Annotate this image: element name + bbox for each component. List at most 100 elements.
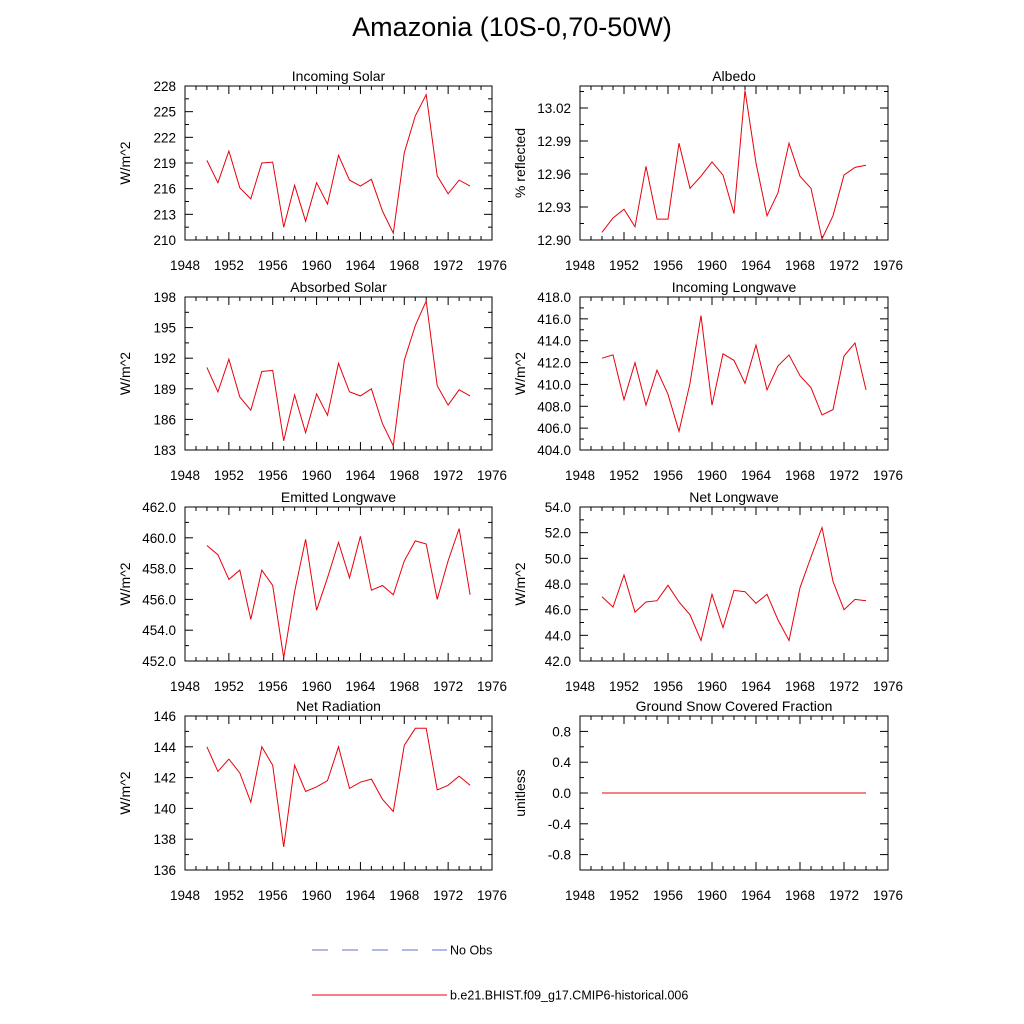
- panel-absorbed-solar: Absorbed Solar W/m^2 1948 1952 1956 1960 1964 1…: [117, 279, 507, 483]
- x-tick-label: 1960: [697, 258, 727, 273]
- x-tick-label: 1968: [389, 468, 419, 483]
- y-tick-label: 213: [153, 207, 176, 222]
- x-tick-label: 1972: [433, 679, 463, 694]
- y-tick-label: 12.93: [537, 200, 571, 215]
- x-tick-label: 1960: [302, 258, 332, 273]
- x-tick-label: 1952: [214, 258, 244, 273]
- y-tick-label: 42.0: [545, 654, 571, 669]
- x-tick-label: 1968: [785, 679, 815, 694]
- y-tick-label: 456.0: [142, 592, 176, 607]
- y-axis-label: W/m^2: [512, 352, 528, 395]
- y-tick-label: 0.4: [552, 755, 571, 770]
- main-title: Amazonia (10S-0,70-50W): [352, 12, 672, 42]
- plot-frame: [184, 85, 493, 241]
- plot-frame: [184, 506, 493, 662]
- y-tick-label: 458.0: [142, 562, 176, 577]
- series-line: [601, 315, 867, 434]
- y-tick-label: 142: [153, 771, 176, 786]
- panel-ground-snow-covered-fraction: Ground Snow Covered Fraction unitless 1948…: [512, 698, 903, 903]
- x-tick-label: 1948: [565, 679, 595, 694]
- x-tick-label: 1968: [785, 468, 815, 483]
- y-tick-label: 452.0: [142, 654, 176, 669]
- x-tick-label: 1968: [389, 888, 419, 903]
- y-tick-label: 46.0: [545, 603, 571, 618]
- y-tick-label: 408.0: [537, 399, 571, 414]
- x-tick-label: 1948: [565, 468, 595, 483]
- x-tick-label: 1964: [345, 679, 376, 694]
- y-tick-label: 48.0: [545, 577, 571, 592]
- x-tick-label: 1976: [477, 888, 507, 903]
- x-tick-label: 1964: [741, 468, 772, 483]
- series-line: [601, 90, 867, 241]
- x-tick-label: 1972: [829, 258, 859, 273]
- panel-emitted-longwave: Emitted Longwave W/m^2 1948 1952 1956 1960 196…: [117, 489, 507, 694]
- x-tick-label: 1964: [345, 468, 376, 483]
- y-axis-label: W/m^2: [512, 562, 528, 605]
- y-tick-label: 462.0: [142, 500, 176, 515]
- x-tick-label: 1960: [302, 468, 332, 483]
- y-tick-label: 416.0: [537, 312, 571, 327]
- x-tick-label: 1972: [829, 888, 859, 903]
- series-line: [601, 525, 867, 643]
- y-tick-label: 198: [153, 290, 176, 305]
- y-tick-label: 216: [153, 182, 176, 197]
- panel-title: Net Longwave: [689, 489, 779, 505]
- x-tick-label: 1964: [741, 679, 772, 694]
- x-tick-label: 1956: [258, 888, 288, 903]
- y-tick-label: 195: [153, 321, 176, 336]
- x-tick-label: 1968: [785, 258, 815, 273]
- x-tick-label: 1972: [829, 468, 859, 483]
- y-tick-label: 136: [153, 863, 176, 878]
- y-tick-label: 454.0: [142, 623, 176, 638]
- series-line: [206, 92, 471, 235]
- panel-net-longwave: Net Longwave W/m^2 1948 1952 1956 1960 1964 196…: [512, 489, 903, 694]
- x-tick-label: 1964: [741, 258, 772, 273]
- plot-frame: [579, 296, 889, 451]
- x-tick-label: 1976: [477, 258, 507, 273]
- panel-title: Absorbed Solar: [290, 279, 387, 295]
- x-tick-label: 1976: [477, 679, 507, 694]
- y-tick-label: 460.0: [142, 531, 176, 546]
- y-tick-label: 406.0: [537, 421, 571, 436]
- y-axis-label: unitless: [512, 769, 528, 816]
- y-tick-label: 219: [153, 156, 176, 171]
- y-axis-label: W/m^2: [117, 352, 133, 395]
- y-tick-label: 0.0: [552, 786, 571, 801]
- y-tick-label: 54.0: [545, 500, 571, 515]
- x-tick-label: 1968: [389, 258, 419, 273]
- series-line: [206, 299, 471, 448]
- x-tick-label: 1948: [565, 258, 595, 273]
- y-tick-label: 192: [153, 351, 176, 366]
- x-tick-label: 1956: [653, 679, 683, 694]
- x-tick-label: 1956: [653, 258, 683, 273]
- plot-frame: [184, 296, 493, 451]
- x-tick-label: 1960: [302, 679, 332, 694]
- x-tick-label: 1972: [829, 679, 859, 694]
- y-tick-label: 146: [153, 709, 176, 724]
- panel-title: Incoming Solar: [292, 68, 386, 84]
- y-tick-label: 404.0: [537, 443, 571, 458]
- y-tick-label: 44.0: [545, 628, 571, 643]
- x-tick-label: 1952: [609, 258, 639, 273]
- y-tick-label: 410.0: [537, 377, 571, 392]
- panel-title: Albedo: [712, 68, 756, 84]
- plot-frame: [184, 715, 493, 871]
- panel-incoming-longwave: Incoming Longwave W/m^2 1948 1952 1956 1960 19…: [512, 279, 903, 483]
- x-tick-label: 1948: [170, 468, 200, 483]
- x-tick-label: 1960: [697, 679, 727, 694]
- x-tick-label: 1956: [653, 468, 683, 483]
- x-tick-label: 1972: [433, 468, 463, 483]
- x-tick-label: 1976: [873, 468, 903, 483]
- x-tick-label: 1952: [609, 888, 639, 903]
- panel-title: Ground Snow Covered Fraction: [636, 698, 833, 714]
- y-tick-label: 183: [153, 443, 176, 458]
- panel-net-radiation: Net Radiation W/m^2 1948 1952 1956 1960 1964 19…: [117, 698, 507, 903]
- x-tick-label: 1976: [873, 258, 903, 273]
- panel-title: Net Radiation: [296, 698, 381, 714]
- y-tick-label: 412.0: [537, 356, 571, 371]
- x-tick-label: 1956: [258, 468, 288, 483]
- y-tick-label: 12.90: [537, 233, 571, 248]
- series-line: [206, 727, 471, 847]
- x-tick-label: 1972: [433, 888, 463, 903]
